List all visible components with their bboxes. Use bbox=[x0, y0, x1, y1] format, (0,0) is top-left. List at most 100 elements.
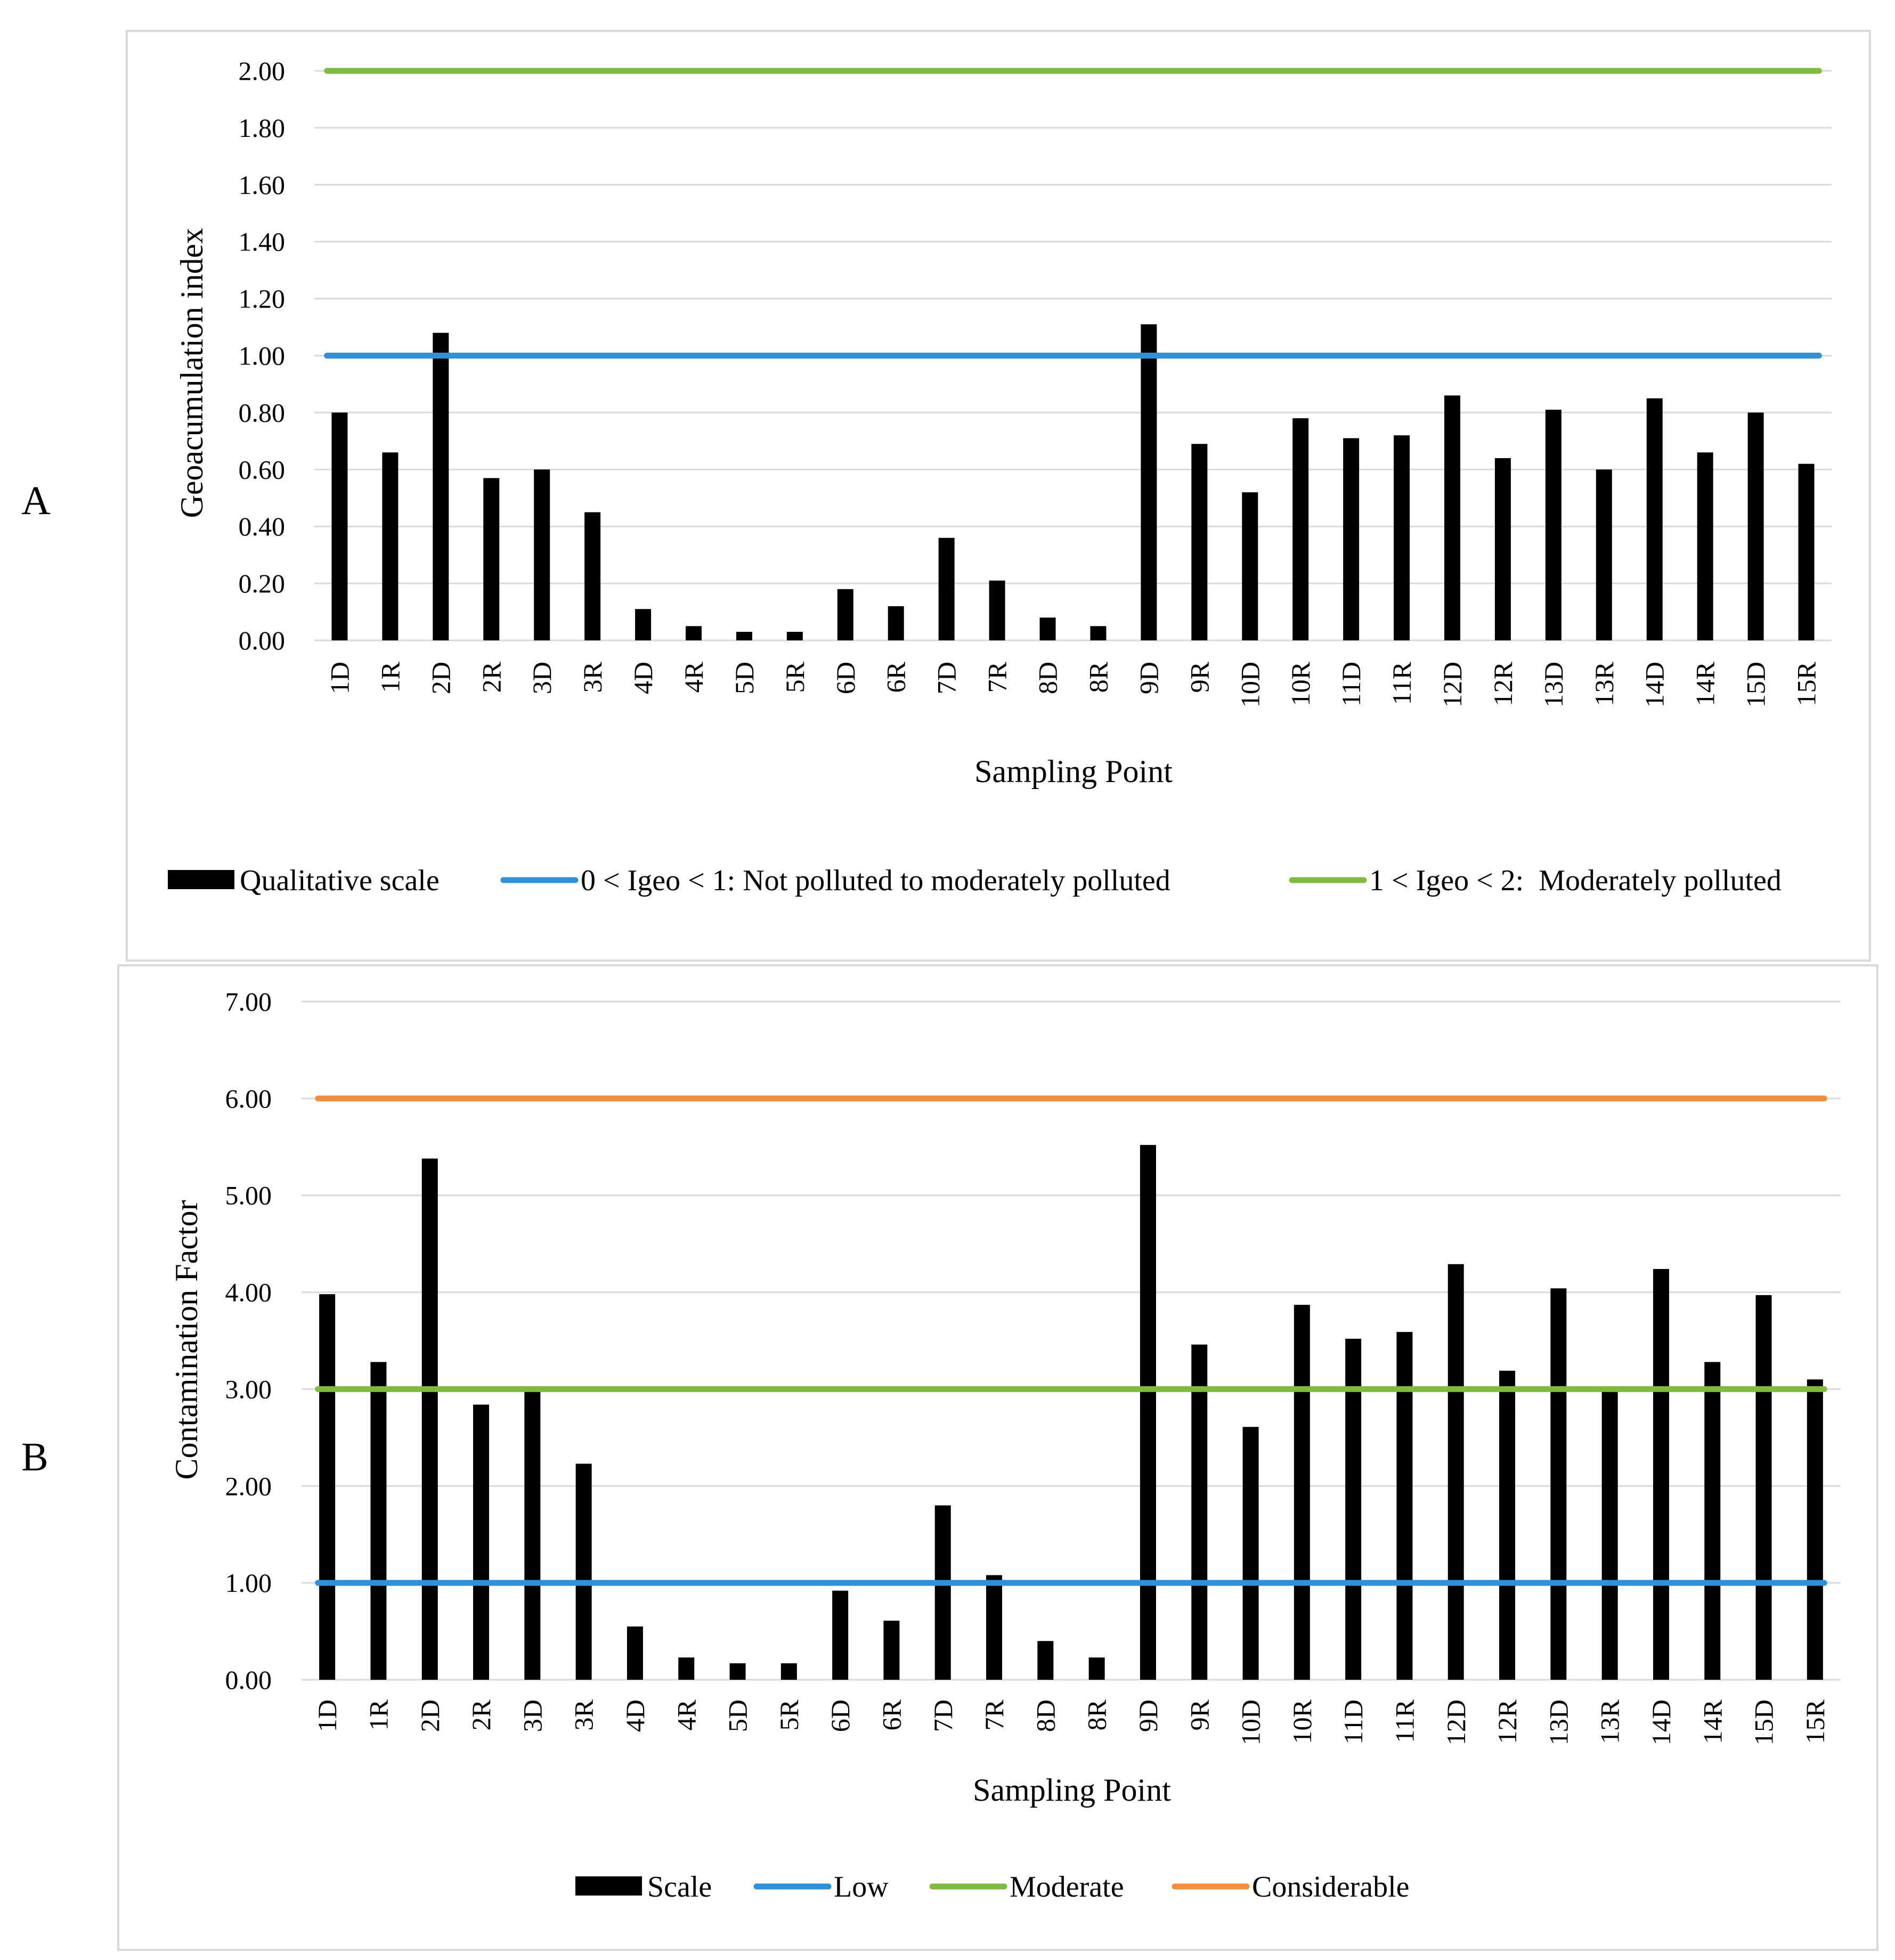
chart-b-bar-13D bbox=[1550, 1288, 1567, 1680]
chart-a-bar-9R bbox=[1191, 444, 1208, 640]
chart-a-x-tick-label: 8R bbox=[1083, 661, 1113, 693]
chart-b-bar-5R bbox=[780, 1663, 797, 1680]
chart-a-x-tick-label: 10D bbox=[1235, 662, 1265, 707]
chart-b-x-tick-label: 10D bbox=[1236, 1699, 1266, 1745]
chart-a-bar-3R bbox=[584, 512, 601, 640]
chart-b-bar-4D bbox=[627, 1626, 643, 1680]
chart-b-x-tick-label: 14D bbox=[1646, 1699, 1676, 1745]
chart-b-x-tick-label: 7D bbox=[928, 1699, 958, 1732]
chart-a-bar-6D bbox=[837, 589, 853, 640]
chart-b-bar-13R bbox=[1601, 1389, 1618, 1680]
chart-b-bar-14D bbox=[1653, 1268, 1669, 1680]
chart-a-x-tick-label: 2R bbox=[476, 661, 506, 693]
chart-b-x-tick-label: 12R bbox=[1492, 1699, 1522, 1744]
chart-a-x-tick-label: 10R bbox=[1286, 661, 1315, 706]
chart-a-bar-15D bbox=[1747, 412, 1764, 640]
chart-b-x-tick-label: 14R bbox=[1697, 1699, 1727, 1744]
chart-a-ylabel: Geoacumulation index bbox=[174, 228, 209, 518]
chart-a-bar-10R bbox=[1292, 418, 1309, 640]
chart-b-bar-11R bbox=[1396, 1332, 1413, 1680]
chart-a-bar-8R bbox=[1090, 626, 1107, 640]
chart-a-y-tick-label: 0.60 bbox=[239, 454, 286, 484]
chart-a-x-tick-label: 4D bbox=[628, 662, 658, 694]
chart-b-x-tick-label: 15D bbox=[1749, 1699, 1779, 1745]
chart-a-bar-6R bbox=[888, 606, 904, 640]
chart-b-xlabel: Sampling Point bbox=[973, 1772, 1171, 1808]
chart-b-bar-6D bbox=[832, 1590, 849, 1680]
chart-a-bar-1R bbox=[382, 452, 398, 640]
chart-b-bar-8D bbox=[1037, 1641, 1054, 1680]
chart-b-x-tick-label: 8D bbox=[1030, 1699, 1060, 1732]
chart-b-bar-10R bbox=[1294, 1305, 1310, 1680]
chart-a-x-tick-label: 1D bbox=[324, 662, 354, 694]
chart-a-y-tick-label: 0.40 bbox=[239, 511, 286, 541]
chart-b-x-tick-label: 1D bbox=[312, 1699, 342, 1732]
chart-b-bar-2D bbox=[421, 1158, 438, 1680]
chart-b-bar-1R bbox=[370, 1362, 387, 1680]
chart-a-x-tick-label: 6D bbox=[831, 662, 860, 694]
chart-a-bar-3D bbox=[534, 469, 550, 640]
chart-a-bar-4R bbox=[686, 626, 702, 640]
chart-a-x-tick-label: 14D bbox=[1640, 662, 1670, 707]
chart-a-x-tick-label: 13R bbox=[1589, 661, 1619, 706]
chart-a-x-tick-label: 11R bbox=[1387, 661, 1417, 705]
chart-b-legend-label: Considerable bbox=[1252, 1870, 1409, 1904]
chart-b-bar-11D bbox=[1345, 1338, 1362, 1680]
chart-a-x-tick-label: 6R bbox=[881, 661, 911, 693]
chart-b-x-tick-label: 9D bbox=[1133, 1699, 1163, 1732]
chart-a-legend-label: 1 < Igeo < 2: Moderately polluted bbox=[1369, 864, 1782, 897]
chart-b-bar-4R bbox=[678, 1657, 695, 1680]
chart-b-x-tick-label: 1R bbox=[363, 1699, 393, 1730]
panel-b-letter: B bbox=[21, 1435, 48, 1479]
chart-b-bar-12D bbox=[1447, 1264, 1464, 1680]
chart-b-legend-label: Low bbox=[834, 1870, 889, 1904]
chart-a-x-tick-label: 11D bbox=[1336, 662, 1366, 706]
chart-a-bar-5R bbox=[786, 631, 803, 640]
chart-a-bar-1D bbox=[331, 412, 348, 640]
chart-a-bar-5D bbox=[736, 631, 752, 640]
chart-b-bar-8R bbox=[1088, 1657, 1105, 1680]
chart-b-bar-3D bbox=[524, 1387, 541, 1680]
chart-b-x-tick-label: 3D bbox=[517, 1699, 547, 1732]
chart-b-x-tick-label: 5R bbox=[774, 1699, 804, 1730]
chart-a-frame bbox=[126, 30, 1871, 962]
chart-b-x-tick-label: 6D bbox=[825, 1699, 855, 1732]
chart-a-x-tick-label: 5D bbox=[729, 662, 759, 694]
chart-a-x-tick-label: 5R bbox=[780, 661, 810, 693]
chart-b-ylabel: Contamination Factor bbox=[169, 1200, 204, 1480]
chart-a: 0.00 0.20 0.40 0.60 0.80 1.00 1.20 1.40 1.60 1.80… bbox=[239, 56, 1832, 707]
chart-b-legend: Scale Low Moderate Considerable bbox=[575, 1870, 1409, 1904]
chart-a-x-tick-label: 12D bbox=[1437, 662, 1467, 707]
chart-b-bar-12R bbox=[1499, 1370, 1516, 1680]
chart-a-bar-7R bbox=[989, 580, 1005, 640]
chart-a-x-tick-label: 4R bbox=[679, 661, 709, 693]
chart-a-bar-11R bbox=[1394, 435, 1410, 640]
chart-a-y-tick-label: 1.40 bbox=[239, 227, 286, 257]
chart-b-y-tick-label: 3.00 bbox=[225, 1374, 272, 1404]
chart-b-y-tick-label: 4.00 bbox=[225, 1278, 272, 1307]
chart-b-x-tick-label: 13R bbox=[1595, 1699, 1625, 1744]
chart-b-x-tick-label: 11D bbox=[1338, 1699, 1368, 1744]
chart-a-x-tick-label: 3R bbox=[578, 661, 607, 693]
chart-b-y-tick-label: 2.00 bbox=[225, 1471, 272, 1501]
chart-a-y-tick-label: 0.00 bbox=[239, 625, 286, 655]
panel-a-letter: A bbox=[21, 478, 51, 523]
chart-b-x-tick-label: 15R bbox=[1800, 1699, 1830, 1744]
chart-b-bar-15D bbox=[1755, 1295, 1772, 1680]
chart-a-x-tick-label: 15R bbox=[1792, 661, 1821, 706]
chart-a-x-tick-label: 13D bbox=[1539, 662, 1568, 707]
chart-b-y-tick-label: 7.00 bbox=[225, 987, 272, 1016]
chart-b-bar-7D bbox=[934, 1505, 951, 1680]
chart-b-x-tick-label: 2D bbox=[415, 1699, 445, 1732]
chart-b-x-tick-label: 2R bbox=[466, 1699, 496, 1730]
chart-a-bar-12R bbox=[1494, 458, 1511, 640]
chart-a-x-tick-label: 9D bbox=[1134, 662, 1164, 694]
chart-a-x-tick-label: 3D bbox=[527, 662, 557, 694]
chart-b-y-tick-label: 0.00 bbox=[225, 1665, 272, 1695]
chart-b-x-tick-label: 5D bbox=[723, 1699, 753, 1732]
chart-b-x-tick-label: 4R bbox=[671, 1699, 701, 1730]
chart-a-bar-12D bbox=[1444, 395, 1460, 640]
chart-a-x-tick-label: 12R bbox=[1488, 661, 1518, 706]
chart-a-legend-label: Qualitative scale bbox=[240, 864, 440, 897]
